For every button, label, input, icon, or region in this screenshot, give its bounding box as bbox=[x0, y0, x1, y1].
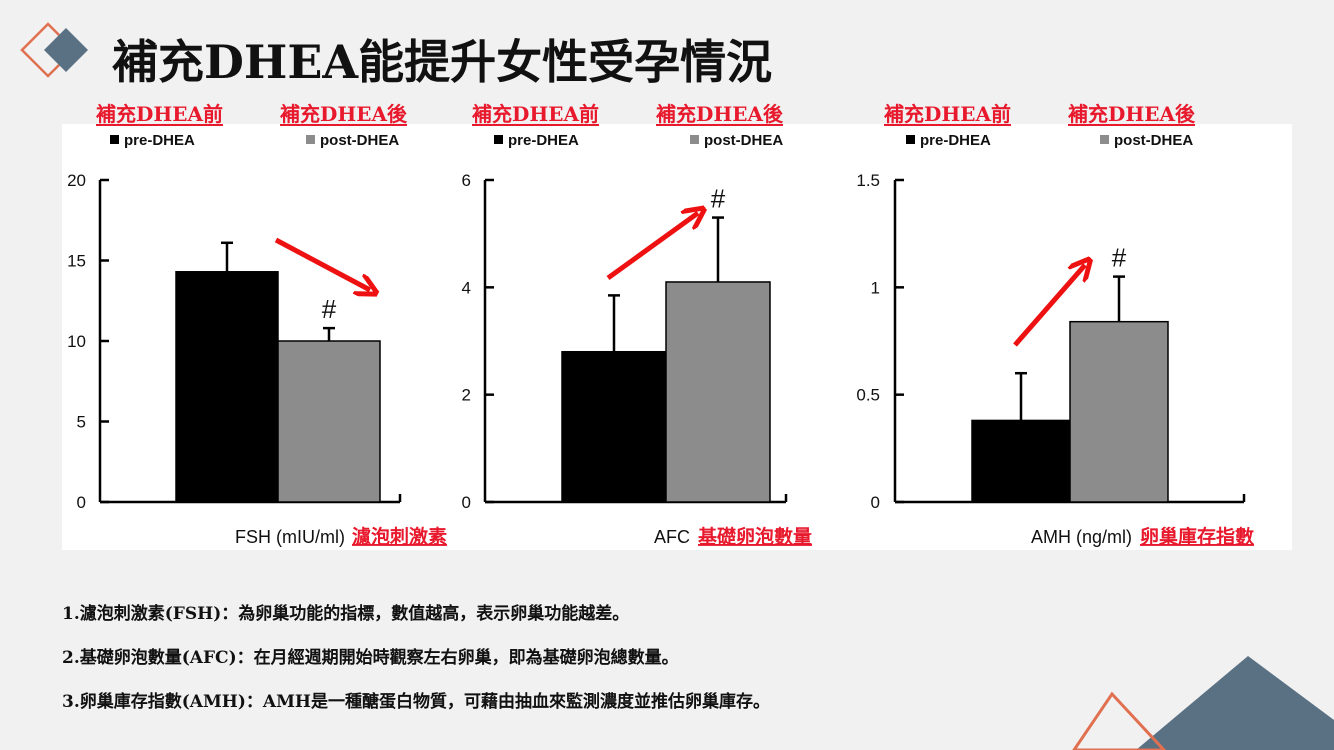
legend-swatch-post bbox=[306, 135, 315, 144]
significance-mark: # bbox=[1112, 243, 1127, 273]
y-tick-label: 1.5 bbox=[856, 171, 880, 190]
y-tick-label: 4 bbox=[462, 278, 471, 297]
bar-post bbox=[665, 281, 771, 503]
legend-swatch-pre bbox=[494, 135, 503, 144]
x-axis-label-cn: 基礎卵泡數量 bbox=[697, 525, 812, 548]
legend-label-post: post-DHEA bbox=[704, 132, 783, 149]
post-label-afc: 補充DHEA後 bbox=[656, 102, 784, 126]
x-axis-label-cn: 卵巢庫存指數 bbox=[1140, 525, 1254, 548]
pre-label-afc: 補充DHEA前 bbox=[472, 102, 600, 126]
legend-label-pre: pre-DHEA bbox=[124, 132, 195, 149]
title-diamond-icon bbox=[20, 22, 88, 78]
trend-arrow-down bbox=[274, 237, 370, 290]
y-tick-label: 10 bbox=[67, 332, 86, 351]
y-tick-label: 0 bbox=[462, 493, 471, 512]
slate-triangle bbox=[1136, 656, 1334, 750]
x-axis-label-cn: 濾泡刺激素 bbox=[352, 525, 447, 548]
bar-pre bbox=[175, 271, 279, 503]
pre-label-amh: 補充DHEA前 bbox=[884, 102, 1012, 126]
note-fsh: 1.濾泡刺激素(FSH)：為卵巢功能的指標，數值越高，表示卵巢功能越差。 bbox=[62, 604, 630, 624]
y-tick-label: 2 bbox=[462, 386, 471, 405]
legend-label-post: post-DHEA bbox=[320, 132, 399, 149]
y-tick-label: 0 bbox=[77, 493, 86, 512]
post-label-fsh: 補充DHEA後 bbox=[280, 102, 408, 126]
trend-arrow-up bbox=[1013, 265, 1085, 347]
y-tick-label: 20 bbox=[67, 171, 86, 190]
legend-label-post: post-DHEA bbox=[1114, 132, 1193, 149]
legend-swatch-post bbox=[690, 135, 699, 144]
y-tick-label: 0.5 bbox=[856, 386, 880, 405]
legend-label-pre: pre-DHEA bbox=[508, 132, 579, 149]
notes: 1.濾泡刺激素(FSH)：為卵巢功能的指標，數值越高，表示卵巢功能越差。 2.基… bbox=[62, 592, 770, 724]
page-title: 補充DHEA能提升女性受孕情況 bbox=[112, 35, 773, 89]
note-afc: 2.基礎卵泡數量(AFC)：在月經週期開始時觀察左右卵巢，即為基礎卵泡總數量。 bbox=[62, 648, 679, 668]
trend-arrow-up bbox=[606, 213, 698, 281]
bar-pre bbox=[561, 350, 667, 503]
legend-swatch-pre bbox=[906, 135, 915, 144]
bar-post bbox=[277, 340, 381, 503]
bar-post bbox=[1069, 320, 1169, 503]
x-axis-label: AMH (ng/ml) bbox=[1031, 527, 1132, 547]
legend-label-pre: pre-DHEA bbox=[920, 132, 991, 149]
significance-mark: # bbox=[711, 184, 726, 214]
y-tick-label: 5 bbox=[77, 413, 86, 432]
pre-label-fsh: 補充DHEA前 bbox=[96, 102, 224, 126]
note-amh: 3.卵巢庫存指數(AMH)：AMH是一種醣蛋白物質，可藉由抽血來監測濃度並推估卵… bbox=[62, 692, 770, 712]
x-axis-label: FSH (mIU/ml) bbox=[235, 527, 345, 547]
bar-pre bbox=[971, 419, 1071, 503]
legend-swatch-post bbox=[1100, 135, 1109, 144]
y-tick-label: 15 bbox=[67, 252, 86, 271]
x-axis-label: AFC bbox=[654, 527, 690, 547]
y-tick-label: 1 bbox=[871, 278, 880, 297]
significance-mark: # bbox=[322, 294, 337, 324]
legend-swatch-pre bbox=[110, 135, 119, 144]
y-tick-label: 0 bbox=[871, 493, 880, 512]
orange-outline-triangle bbox=[1072, 691, 1167, 750]
post-label-amh: 補充DHEA後 bbox=[1068, 102, 1196, 126]
y-tick-label: 6 bbox=[462, 171, 471, 190]
